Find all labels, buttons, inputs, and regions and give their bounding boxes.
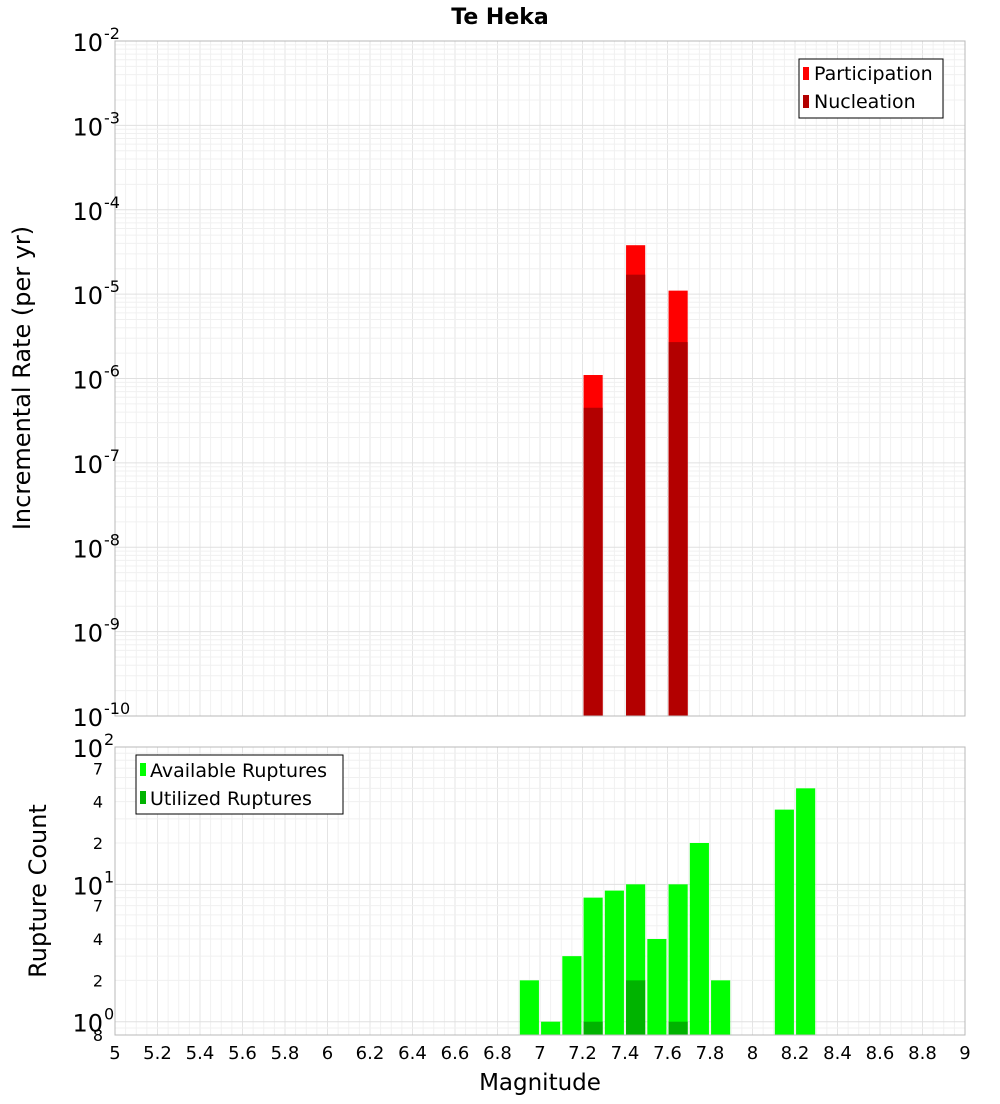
x-tick-label: 6.2: [356, 1043, 385, 1064]
bottom-bar-utilized-ruptures: [626, 980, 646, 1035]
top-legend: Participation Nucleation: [798, 58, 944, 119]
bottom-y-tick-label: 4: [93, 793, 103, 812]
bottom-y-tick-label: 10: [72, 1010, 103, 1038]
bottom-y-tick-label: 2: [93, 971, 103, 990]
bottom-plot-frame: [114, 746, 966, 1036]
top-y-tick-exponent: -2: [104, 24, 120, 43]
bottom-bar-available-ruptures: [519, 980, 539, 1035]
bottom-y-tick-label: 4: [93, 930, 103, 949]
top-bar-nucleation: [668, 342, 688, 716]
legend-label-utilized-ruptures: Utilized Ruptures: [150, 788, 312, 810]
top-y-tick-label: 10: [72, 113, 103, 141]
bottom-y-tick-exponent: 0: [104, 1005, 114, 1024]
x-tick-label: 5: [109, 1043, 120, 1064]
x-tick-label: 8.6: [866, 1043, 895, 1064]
bottom-y-axis-label: Rupture Count: [24, 804, 52, 978]
legend-label-participation: Participation: [814, 63, 933, 85]
top-bar-nucleation: [583, 407, 603, 716]
top-y-tick-exponent: -10: [104, 699, 130, 718]
top-legend-box: [798, 58, 944, 119]
top-y-tick-label: 10: [72, 29, 103, 57]
bottom-bar-available-ruptures: [668, 884, 688, 1035]
top-y-tick-exponent: -8: [104, 530, 120, 549]
x-tick-label: 7.8: [696, 1043, 725, 1064]
top-y-tick-label: 10: [72, 535, 103, 563]
legend-label-available-ruptures: Available Ruptures: [150, 760, 327, 782]
top-plot-frame: [114, 40, 966, 717]
bottom-bar-available-ruptures: [583, 897, 603, 1035]
top-y-tick-exponent: -6: [104, 362, 120, 381]
x-tick-label: 5.8: [271, 1043, 300, 1064]
top-bar-nucleation: [626, 274, 646, 716]
x-tick-label: 7: [534, 1043, 545, 1064]
bottom-y-tick-label: 7: [93, 759, 103, 778]
bottom-legend: Available Ruptures Utilized Ruptures: [135, 754, 344, 815]
legend-swatch-participation: [803, 67, 809, 80]
legend-swatch-utilized-ruptures: [140, 791, 146, 804]
bottom-y-tick-exponent: 1: [104, 867, 114, 886]
x-tick-label: 6.4: [398, 1043, 427, 1064]
top-y-tick-exponent: -7: [104, 446, 120, 465]
x-tick-label: 7.2: [568, 1043, 597, 1064]
x-tick-label: 7.4: [611, 1043, 640, 1064]
top-y-tick-exponent: -5: [104, 277, 120, 296]
top-y-tick-exponent: -3: [104, 108, 120, 127]
x-tick-label: 7.6: [653, 1043, 682, 1064]
bottom-bar-available-ruptures: [647, 939, 667, 1035]
legend-swatch-available-ruptures: [140, 763, 146, 776]
top-y-tick-exponent: -4: [104, 193, 120, 212]
top-y-tick-label: 10: [72, 704, 103, 732]
x-tick-label: 8.8: [908, 1043, 937, 1064]
x-tick-label: 8.2: [781, 1043, 810, 1064]
x-tick-label: 8.4: [823, 1043, 852, 1064]
bottom-y-tick-label: 10: [72, 872, 103, 900]
x-axis-label: Magnitude: [479, 1070, 601, 1096]
bottom-bar-available-ruptures: [604, 890, 624, 1035]
top-y-tick-label: 10: [72, 367, 103, 395]
bottom-bar-utilized-ruptures: [668, 1021, 688, 1035]
top-y-tick-exponent: -9: [104, 615, 120, 634]
x-tick-label: 9: [959, 1043, 970, 1064]
bottom-bar-available-ruptures: [774, 809, 794, 1035]
bottom-y-tick-label: 2: [93, 834, 103, 853]
top-y-tick-label: 10: [72, 198, 103, 226]
bottom-y-tick-label: 8: [93, 1026, 103, 1045]
chart-title: Te Heka: [451, 5, 548, 30]
x-tick-label: 6.8: [483, 1043, 512, 1064]
bottom-bar-utilized-ruptures: [583, 1021, 603, 1035]
x-tick-label: 5.2: [143, 1043, 172, 1064]
top-y-tick-label: 10: [72, 620, 103, 648]
x-tick-label: 8: [747, 1043, 758, 1064]
legend-swatch-nucleation: [803, 95, 809, 108]
top-y-tick-label: 10: [72, 282, 103, 310]
legend-label-nucleation: Nucleation: [814, 91, 916, 113]
bottom-y-tick-label: 7: [93, 897, 103, 916]
bottom-bar-available-ruptures: [711, 980, 731, 1035]
bottom-bar-available-ruptures: [689, 843, 709, 1035]
top-y-axis-label: Incremental Rate (per yr): [8, 226, 36, 530]
x-tick-label: 6: [322, 1043, 333, 1064]
top-y-tick-label: 10: [72, 451, 103, 479]
bottom-legend-box: [135, 754, 344, 815]
x-tick-label: 6.6: [441, 1043, 470, 1064]
bottom-y-tick-label: 10: [72, 735, 103, 763]
bottom-bar-available-ruptures: [796, 788, 816, 1035]
x-tick-label: 5.4: [186, 1043, 215, 1064]
bottom-bar-available-ruptures: [562, 956, 582, 1035]
bottom-y-tick-exponent: 2: [104, 730, 114, 749]
x-tick-label: 5.6: [228, 1043, 257, 1064]
bottom-bar-available-ruptures: [541, 1021, 561, 1035]
